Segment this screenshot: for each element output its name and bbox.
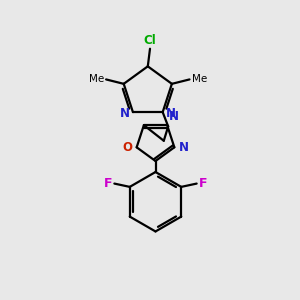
Text: N: N: [169, 110, 179, 123]
Text: Cl: Cl: [144, 34, 156, 46]
Text: F: F: [199, 177, 207, 190]
Text: N: N: [179, 141, 189, 154]
Text: Me: Me: [89, 74, 104, 84]
Text: F: F: [104, 177, 112, 190]
Text: Me: Me: [192, 74, 207, 84]
Text: O: O: [122, 141, 132, 154]
Text: N: N: [120, 107, 130, 120]
Text: N: N: [166, 107, 176, 120]
